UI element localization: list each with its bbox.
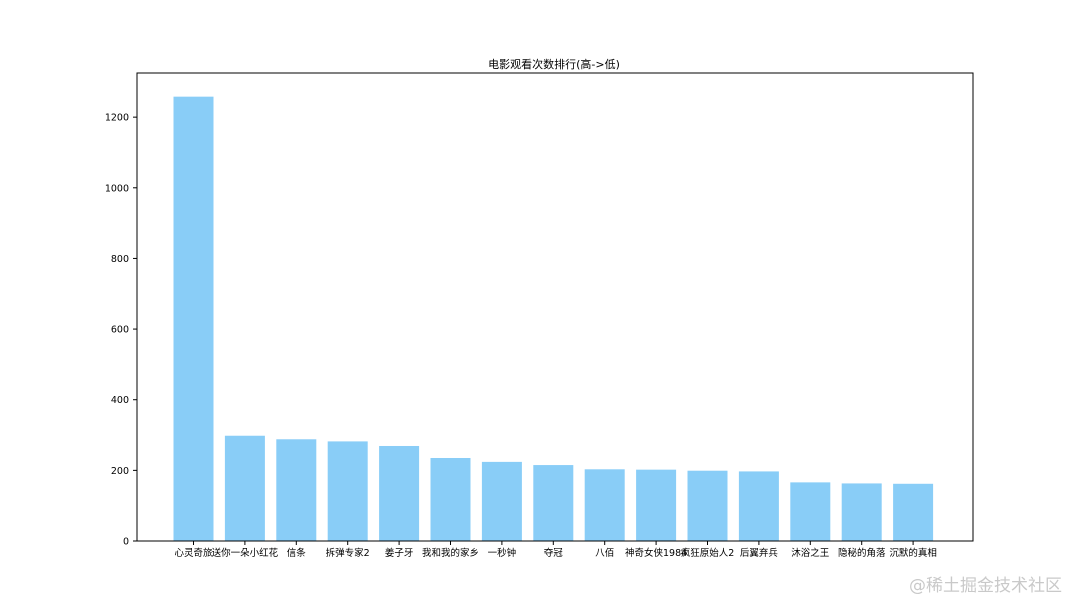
x-tick-label: 夺冠 bbox=[544, 547, 564, 559]
x-tick-label: 疯狂原始人2 bbox=[681, 547, 735, 559]
bar-5 bbox=[379, 445, 420, 541]
x-tick-label: 隐秘的角落 bbox=[838, 547, 886, 559]
y-tick-label: 600 bbox=[111, 325, 129, 336]
x-tick-label: 心灵奇旅 bbox=[174, 547, 213, 559]
x-tick-label: 沉默的真相 bbox=[889, 547, 937, 559]
chart-title: 电影观看次数排行(高->低) bbox=[488, 57, 620, 71]
y-tick-label: 800 bbox=[111, 254, 129, 265]
x-tick-labels: 心灵奇旅 送你一朵小红花 信条 拆弹专家2 姜子牙 我和我的家乡 一秒钟 夺冠 八佰 神奇女侠19… bbox=[174, 541, 937, 559]
y-tick-label: 1000 bbox=[105, 183, 129, 194]
bar-9 bbox=[584, 469, 625, 541]
x-tick-label: 信条 bbox=[287, 547, 307, 559]
watermark: @稀土掘金技术社区 bbox=[909, 576, 1062, 596]
bar-14 bbox=[841, 483, 882, 541]
bar-15 bbox=[893, 483, 934, 541]
bar-10 bbox=[636, 469, 677, 541]
x-tick-label: 沐浴之王 bbox=[791, 547, 830, 559]
x-tick-label: 拆弹专家2 bbox=[326, 547, 370, 559]
bar-8 bbox=[533, 465, 574, 541]
bar-3 bbox=[276, 439, 317, 541]
x-tick-label: 神奇女侠1984 bbox=[625, 547, 687, 559]
bar-11 bbox=[687, 470, 728, 541]
x-tick-label: 一秒钟 bbox=[488, 547, 517, 559]
plot-frame bbox=[136, 72, 974, 542]
bar-12 bbox=[738, 471, 779, 541]
y-tick-label: 0 bbox=[123, 537, 129, 548]
x-tick-label: 姜子牙 bbox=[385, 547, 414, 559]
x-tick-label: 送你一朵小红花 bbox=[212, 547, 279, 559]
bar-1 bbox=[173, 96, 214, 541]
y-tick-label: 400 bbox=[111, 395, 129, 406]
y-tick-label: 1200 bbox=[105, 113, 129, 124]
bar-2 bbox=[224, 435, 265, 541]
y-tick-label: 200 bbox=[111, 466, 129, 477]
bar-13 bbox=[790, 482, 831, 541]
bars bbox=[173, 96, 934, 541]
y-axis-ticks: 0 200 400 600 800 1000 1200 bbox=[105, 113, 137, 548]
bar-6 bbox=[430, 457, 471, 541]
x-tick-label: 后翼弃兵 bbox=[740, 547, 779, 559]
bar-4 bbox=[327, 441, 368, 541]
bar-7 bbox=[481, 461, 522, 541]
x-tick-label: 八佰 bbox=[595, 547, 614, 559]
x-tick-label: 我和我的家乡 bbox=[422, 547, 479, 559]
